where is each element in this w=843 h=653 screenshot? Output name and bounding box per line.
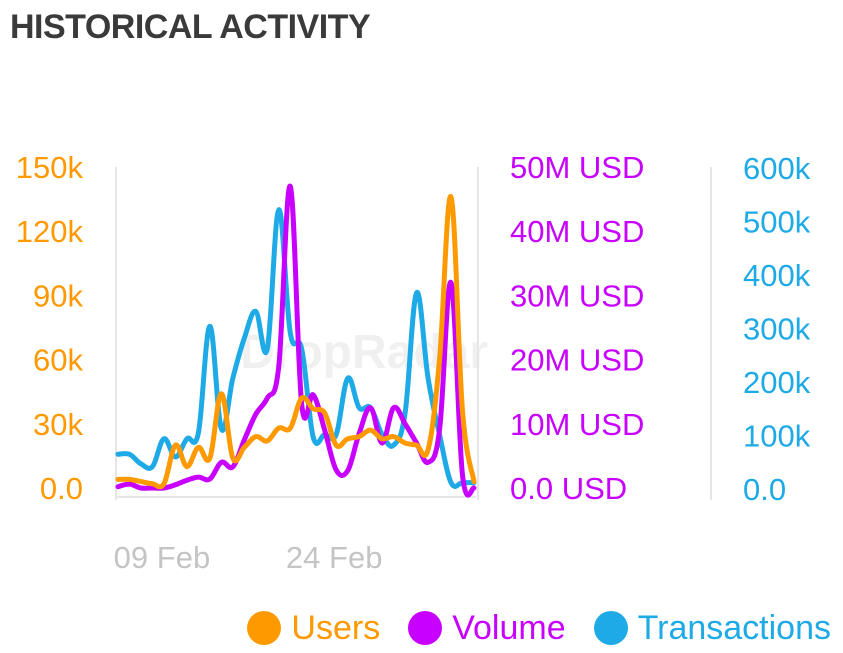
transactions-legend-dot-icon	[593, 611, 628, 645]
users-axis-tick-label: 150k	[16, 150, 84, 185]
users-axis-tick-label: 30k	[33, 407, 83, 442]
users-legend-dot-icon	[247, 611, 282, 645]
x-tick-label: 09 Feb	[114, 540, 211, 575]
volume-axis-tick-label: 30M USD	[510, 278, 644, 313]
legend-label-transactions: Transactions	[637, 608, 831, 647]
users-axis-tick-label: 60k	[33, 343, 83, 378]
series-line-transactions	[115, 207, 477, 489]
volume-axis-tick-label: 20M USD	[510, 343, 644, 378]
users-axis-tick-label: 0.0	[40, 471, 83, 506]
volume-axis-tick-label: 40M USD	[510, 214, 644, 249]
users-axis-tick-label: 90k	[33, 278, 83, 313]
transactions-axis-tick-label: 300k	[743, 312, 811, 347]
legend-item-volume[interactable]: Volume	[408, 608, 566, 648]
legend-item-users[interactable]: Users	[247, 609, 380, 648]
chart-legend: Users Volume Transactions	[0, 603, 843, 653]
legend-item-transactions[interactable]: Transactions	[593, 608, 831, 648]
series-line-volume	[115, 183, 477, 498]
volume-axis-tick-label: 10M USD	[510, 407, 644, 442]
transactions-axis-tick-label: 400k	[743, 258, 811, 293]
legend-label-volume: Volume	[452, 608, 566, 647]
users-axis-tick-label: 120k	[16, 214, 84, 249]
transactions-axis-tick-label: 200k	[743, 365, 811, 400]
legend-label-users: Users	[291, 608, 381, 647]
transactions-axis-tick-label: 0.0	[743, 472, 786, 507]
volume-legend-dot-icon	[408, 611, 443, 645]
transactions-axis-tick-label: 100k	[743, 419, 811, 454]
transactions-axis-tick-label: 500k	[743, 205, 811, 240]
transactions-axis-tick-label: 600k	[743, 151, 811, 186]
x-tick-label: 24 Feb	[286, 540, 383, 575]
volume-axis-tick-label: 0.0 USD	[510, 471, 627, 506]
series-line-users	[115, 194, 477, 490]
volume-axis-tick-label: 50M USD	[510, 150, 644, 185]
chart-title: HISTORICAL ACTIVITY	[10, 8, 371, 46]
